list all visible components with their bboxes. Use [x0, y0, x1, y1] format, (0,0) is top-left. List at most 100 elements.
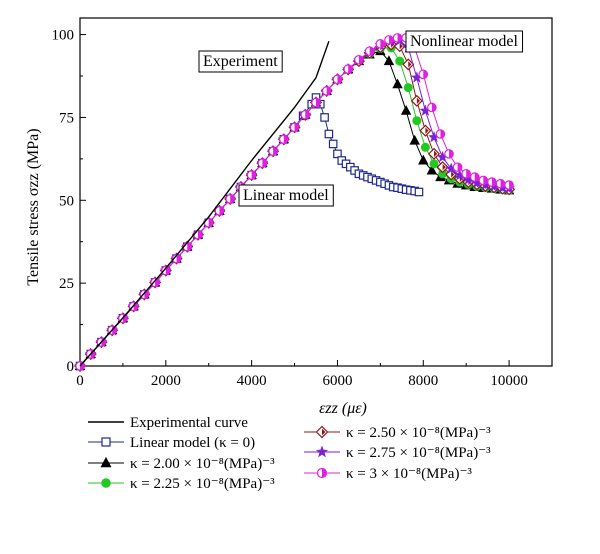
series-line — [79, 50, 510, 367]
data-point — [193, 229, 203, 240]
data-point — [321, 86, 332, 96]
data-point — [300, 109, 311, 120]
series-line — [79, 47, 510, 367]
annotation-box — [405, 30, 524, 53]
y-axis-label: Tensile stress σzz (MPa) — [25, 128, 42, 285]
data-point — [435, 129, 446, 139]
data-point-fill — [500, 179, 505, 188]
data-point — [414, 187, 424, 197]
data-point — [375, 39, 386, 49]
y-tick-label: 75 — [59, 110, 74, 126]
data-point — [311, 97, 321, 108]
annotation-box — [198, 50, 283, 73]
data-point-fill — [322, 468, 327, 478]
data-point — [316, 467, 328, 479]
legend-item: κ = 3 × 10⁻⁸(MPa)⁻³ — [304, 466, 472, 482]
legend: Experimental curve Linear model (κ = 0) κ … — [88, 415, 491, 492]
data-point — [383, 55, 395, 66]
data-point-fill — [434, 150, 438, 158]
data-point-fill — [457, 162, 462, 172]
data-point — [268, 146, 278, 157]
y-tick-label: 0 — [67, 359, 75, 375]
data-point-fill — [380, 39, 385, 49]
plot-frame — [79, 17, 553, 367]
data-point-fill — [451, 171, 455, 178]
data-point — [279, 134, 289, 145]
data-point — [101, 478, 111, 488]
data-point — [461, 168, 471, 179]
data-point-fill — [408, 61, 412, 68]
data-point-fill — [369, 46, 374, 56]
data-point-fill — [474, 172, 479, 182]
data-point-fill — [423, 70, 428, 79]
data-point — [315, 445, 329, 458]
data-point — [289, 122, 300, 133]
data-point — [426, 164, 438, 175]
data-point-fill — [273, 147, 278, 156]
data-point-fill — [208, 218, 213, 228]
data-point-fill — [440, 129, 445, 139]
data-point — [427, 102, 437, 113]
data-point-fill — [466, 169, 471, 178]
x-tick-label: 6000 — [322, 373, 352, 389]
data-point-fill — [397, 33, 402, 43]
data-point — [324, 129, 334, 139]
data-point — [412, 116, 422, 126]
data-point — [395, 56, 405, 66]
data-point-fill — [431, 103, 437, 112]
data-point — [384, 35, 394, 45]
data-point — [320, 113, 329, 122]
data-point-fill — [294, 123, 299, 132]
data-point — [469, 172, 480, 182]
y-tick-label: 100 — [52, 28, 75, 44]
data-point-fill — [509, 180, 514, 190]
series-1 — [75, 93, 424, 371]
data-point-fill — [283, 135, 289, 144]
data-point-fill — [491, 177, 497, 187]
data-point-fill — [316, 98, 321, 107]
y-tick-label: 25 — [59, 276, 74, 292]
x-tick-label: 4000 — [237, 373, 267, 389]
series-0 — [79, 40, 330, 367]
series-3 — [75, 43, 514, 371]
data-point-fill — [187, 242, 192, 251]
annotation-linear-model: Linear model — [243, 187, 329, 204]
x-tick-label: 0 — [76, 373, 84, 389]
x-tick-label: 8000 — [408, 373, 438, 389]
data-point — [101, 437, 111, 447]
x-axis-label: εzz (με) — [319, 400, 367, 417]
data-point — [225, 194, 235, 204]
data-point-fill — [251, 170, 256, 180]
data-point — [418, 69, 429, 80]
data-point — [409, 134, 420, 145]
legend-label: κ = 2.75 × 10⁻⁸(MPa)⁻³ — [346, 445, 491, 461]
data-point — [161, 265, 171, 276]
data-point — [403, 83, 413, 93]
data-point — [393, 40, 406, 53]
data-point — [436, 161, 449, 174]
legend-label: κ = 2.50 × 10⁻⁸(MPa)⁻³ — [346, 425, 491, 441]
data-point — [444, 149, 454, 159]
data-point-fill — [348, 64, 353, 74]
data-point — [402, 58, 415, 71]
legend-label: κ = 2.00 × 10⁻⁸(MPa)⁻³ — [130, 456, 275, 472]
data-point — [364, 46, 375, 56]
data-point-fill — [219, 206, 224, 216]
legend-item: Linear model (κ = 0) — [88, 435, 255, 451]
data-point-fill — [165, 266, 171, 275]
legend-item: κ = 2.50 × 10⁻⁸(MPa)⁻³ — [304, 425, 491, 441]
data-point-fill — [483, 176, 488, 185]
data-point-fill — [337, 75, 342, 84]
data-point — [495, 178, 506, 189]
x-tick-label: 10000 — [490, 373, 528, 389]
legend-label: Experimental curve — [130, 415, 248, 431]
data-point — [392, 33, 403, 43]
legend-label: κ = 2.25 × 10⁻⁸(MPa)⁻³ — [130, 476, 275, 492]
data-point — [315, 425, 329, 439]
series-line — [79, 96, 420, 367]
data-point — [332, 74, 343, 85]
annotation-box — [238, 184, 334, 207]
series-line — [79, 40, 330, 367]
plot-area — [79, 17, 553, 367]
